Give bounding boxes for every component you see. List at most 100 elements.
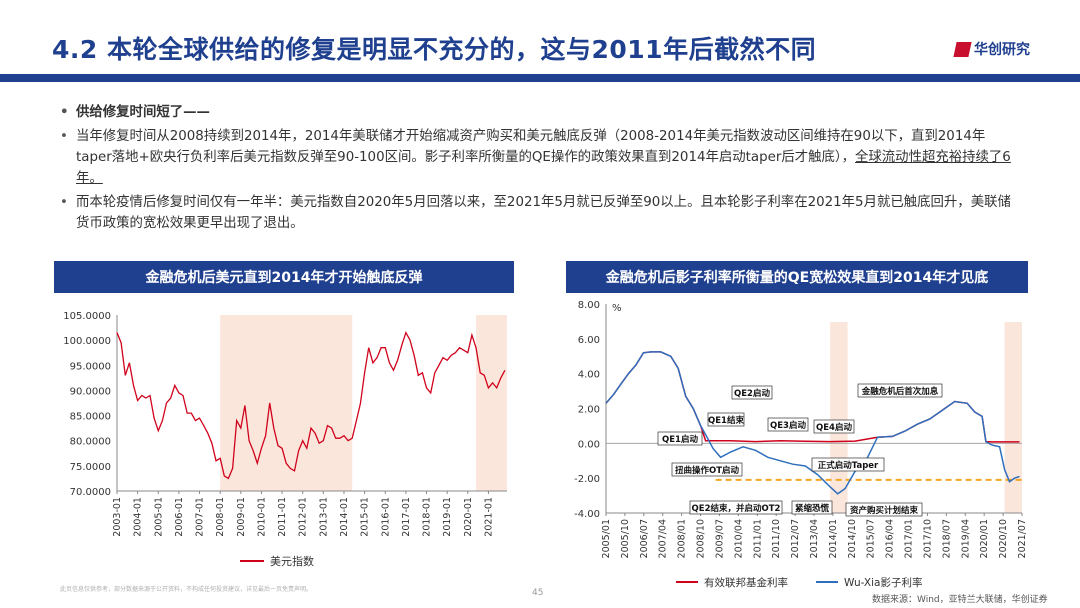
x-tick-label: 2005-01	[153, 497, 164, 537]
y-tick-label: 95.0000	[70, 361, 111, 372]
legend-label: 美元指数	[270, 554, 314, 568]
shaded-period-0	[830, 322, 848, 513]
x-tick-label: 2011/10	[771, 519, 782, 558]
annotation-label-6: QE2结束，并启动OT2	[692, 503, 781, 514]
x-tick-label: 2012-01	[298, 497, 309, 537]
x-tick-label: 2015/07	[866, 519, 877, 558]
usd-index-line	[116, 330, 506, 480]
bullet-list: 供给修复时间短了—— 当年修复时间从2008持续到2014年，2014年美联储才…	[60, 102, 1020, 237]
x-tick-label: 2015-01	[360, 497, 371, 537]
y-tick-label: 6.00	[578, 335, 600, 346]
x-tick-label: 2017/10	[922, 519, 933, 558]
title-rule	[0, 74, 1080, 82]
x-tick-label: 2020-01	[463, 497, 474, 537]
x-tick-label: 2017-01	[401, 497, 412, 537]
annotation-box-4	[813, 419, 855, 434]
annotation-label-0: QE1启动	[662, 434, 698, 445]
x-tick-label: 2014/01	[828, 519, 839, 558]
x-tick-label: 2021/07	[1017, 519, 1028, 558]
x-tick-label: 2004-01	[133, 497, 144, 537]
x-tick-label: 2017/01	[904, 519, 915, 558]
y-tick-label: 85.0000	[70, 412, 111, 423]
brand-logo: 华创研究	[953, 39, 1030, 59]
x-tick-label: 2014/10	[847, 519, 858, 558]
annotation-box-3	[767, 417, 809, 432]
shaded-period-0	[220, 315, 353, 491]
annotation-label-7: 紧缩恐慌	[795, 503, 830, 514]
brand-logo-text: 华创研究	[974, 42, 1030, 58]
y-tick-label: 2.00	[578, 405, 600, 416]
bullet-text: 当年修复时间从2008持续到2014年，2014年美联储才开始缩减资产购买和美元…	[76, 129, 986, 165]
chart2-title: 金融危机后影子利率所衡量的QE宽松效果直到2014年才见底	[566, 261, 1028, 293]
annotation-box-1	[707, 412, 745, 427]
x-tick-label: 2019/04	[960, 519, 971, 558]
x-tick-label: 2007-01	[195, 497, 206, 537]
x-tick-label: 2010-01	[256, 497, 267, 537]
annotation-label-3: QE3启动	[770, 420, 806, 431]
x-tick-label: 2012/07	[790, 519, 801, 558]
x-tick-label: 2020/10	[998, 519, 1009, 558]
annotation-label-1: QE1结束	[708, 415, 744, 426]
x-tick-label: 2009/07	[714, 519, 725, 558]
y-tick-label: 105.0000	[63, 311, 111, 322]
y-tick-label: 4.00	[578, 370, 600, 381]
x-tick-label: 2008-01	[215, 497, 226, 537]
x-tick-label: 2011/01	[752, 519, 763, 558]
annotation-label-5: 扭曲操作OT启动	[675, 465, 740, 476]
y-axis-label: %	[612, 303, 622, 314]
x-tick-label: 2014-01	[339, 497, 350, 537]
y-tick-label: -2.00	[574, 474, 600, 485]
annotation-box-2	[731, 385, 773, 400]
y-tick-label: 8.00	[578, 300, 600, 311]
shaded-period-1	[1004, 322, 1022, 513]
annotation-label-10: 金融危机后首次加息	[861, 386, 939, 397]
x-tick-label: 2021-01	[483, 497, 494, 537]
x-tick-label: 2020/01	[979, 519, 990, 558]
annotation-label-9: 资产购买计划结束	[850, 505, 919, 516]
series-line-1	[605, 351, 1020, 495]
y-tick-label: 75.0000	[70, 462, 111, 473]
page-title: 4.2 本轮全球供给的修复是明显不充分的，这与2011年后截然不同	[52, 35, 817, 64]
annotation-label-2: QE2启动	[734, 388, 770, 399]
shaded-period-1	[476, 315, 507, 491]
y-tick-label: -4.00	[574, 509, 600, 520]
disclaimer-text: 此页信息仅供参考，部分数据来源于公开资料，不构成任何投资建议，详见最后一页免责声…	[60, 586, 313, 593]
y-tick-label: 90.0000	[70, 386, 111, 397]
x-tick-label: 2011-01	[277, 497, 288, 537]
y-tick-label: 80.0000	[70, 437, 111, 448]
annotation-box-10	[857, 383, 943, 398]
annotation-box-0	[657, 431, 703, 446]
x-tick-label: 2008/10	[696, 519, 707, 558]
brand-logo-icon	[953, 41, 972, 57]
chart1-title: 金融危机后美元直到2014年才开始触底反弹	[54, 261, 514, 293]
data-source: 数据来源：Wind，亚特兰大联储，华创证券	[872, 595, 1048, 605]
x-tick-label: 2003-01	[112, 497, 123, 537]
y-tick-label: 100.0000	[63, 336, 111, 347]
annotation-box-5	[671, 462, 743, 477]
annotation-box-6	[689, 500, 783, 515]
bullet-item: 而本轮疫情后修复时间仅有一年半：美元指数自2020年5月回落以来，至2021年5…	[60, 192, 1020, 234]
x-tick-label: 2006/07	[639, 519, 650, 558]
annotation-box-9	[845, 502, 923, 517]
x-tick-label: 2009-01	[236, 497, 247, 537]
x-tick-label: 2010/04	[733, 519, 744, 558]
legend-label-0: 有效联邦基金利率	[704, 576, 788, 589]
annotation-box-8	[811, 457, 885, 472]
x-tick-label: 2016/04	[885, 519, 896, 558]
bullet-underlined-text: 全球流动性超充裕持续了6年。	[76, 150, 1011, 186]
annotation-box-7	[791, 500, 833, 515]
legend-label-1: Wu-Xia影子利率	[844, 576, 922, 589]
x-tick-label: 2013/04	[809, 519, 820, 558]
x-tick-label: 2013-01	[318, 497, 329, 537]
x-tick-label: 2018/07	[941, 519, 952, 558]
x-tick-label: 2005/10	[620, 519, 631, 558]
y-tick-label: 70.0000	[70, 487, 111, 498]
page-number: 45	[532, 588, 544, 598]
x-tick-label: 2016-01	[380, 497, 391, 537]
x-tick-label: 2007/04	[658, 519, 669, 558]
usd-index-chart: 105.0000 100.0000 95.0000 90.0000 85.0000 80.…	[63, 311, 507, 568]
x-tick-label: 2008/01	[677, 519, 688, 558]
x-tick-label: 2005/01	[601, 519, 612, 558]
bullet-item: 当年修复时间从2008持续到2014年，2014年美联储才开始缩减资产购买和美元…	[60, 126, 1020, 189]
